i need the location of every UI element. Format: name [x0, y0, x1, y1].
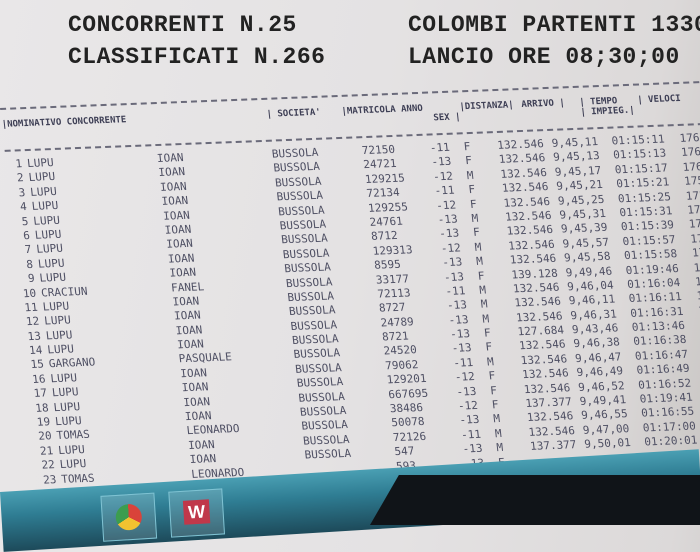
cell-n: 17	[33, 386, 48, 401]
cell-n: 16	[31, 372, 47, 386]
results-table: |NOMINATIVO CONCORRENTE | SOCIETA' |MATR…	[0, 78, 700, 488]
cell-vel: 1752.	[688, 216, 700, 231]
cell-vel: 1745.	[689, 231, 700, 246]
cell-n: 23	[42, 472, 58, 487]
cell-sex: M	[478, 283, 487, 297]
cell-n: 1	[14, 157, 23, 171]
cell-n: 10	[22, 286, 37, 300]
lancio-time: LANCIO ORE 08;30;00	[408, 44, 680, 70]
cell-n: 6	[22, 228, 31, 243]
cell-n: 12	[25, 314, 40, 329]
cell-n: 20	[37, 429, 53, 444]
cell-sex: F	[464, 154, 473, 168]
app-w-icon: W	[182, 499, 211, 525]
cell-n: 22	[40, 458, 56, 472]
cell-sex: M	[466, 168, 475, 182]
cell-n: 21	[39, 444, 54, 458]
cell-n: 13	[26, 329, 42, 343]
col-distanza: |DISTANZA|	[458, 100, 515, 113]
cell-sex: M	[470, 211, 479, 225]
cell-n: 2	[16, 171, 25, 185]
col-velocita: | VELOCI	[636, 93, 682, 106]
cell-sex: F	[467, 183, 476, 197]
cell-vel: 1743.	[692, 259, 700, 274]
cell-sex: F	[491, 398, 500, 412]
cell-n: 5	[21, 214, 30, 228]
classificati-count: CLASSIFICATI N.266	[68, 44, 326, 70]
cell-vel: 1744.	[691, 245, 700, 260]
cell-vel: 1762.	[678, 130, 700, 145]
cell-n: 11	[23, 300, 39, 315]
cell-n: 19	[36, 415, 51, 429]
cell-sex: M	[486, 355, 495, 369]
cell-n: 14	[28, 343, 44, 358]
cell-vel: 1760.	[682, 159, 700, 174]
cell-n: 4	[19, 200, 28, 214]
cell-sex: M	[473, 240, 483, 254]
cell-sex: M	[494, 426, 503, 441]
screen-bezel	[370, 475, 700, 525]
cell-sex: F	[463, 139, 472, 154]
colombi-partenti: COLOMBI PARTENTI 1330	[408, 12, 700, 38]
cell-vel: 1739.	[696, 288, 700, 303]
cell-n: 7	[24, 243, 33, 257]
cell-n: 9	[27, 271, 36, 286]
cell-n: 8	[25, 257, 34, 271]
cell-sex: F	[488, 369, 497, 383]
cell-sex: M	[480, 297, 489, 311]
cell-sex: M	[481, 312, 490, 326]
cell-vel: 1755.	[686, 202, 700, 217]
cell-n: 3	[17, 185, 26, 200]
cell-vel: 1742.	[694, 274, 700, 289]
cell-sex: F	[483, 326, 492, 340]
cell-sex: F	[477, 269, 486, 283]
cell-vel: 1762.	[680, 145, 700, 160]
cell-sex: M	[495, 441, 504, 455]
cell-sex: F	[489, 383, 498, 398]
cell-vel: 1757.	[685, 188, 700, 203]
col-tempo-impieg: | IMPIEG.|	[579, 105, 636, 118]
cell-sex: F	[484, 340, 493, 354]
cell-sex: F	[469, 197, 478, 211]
table-body: 1 LUPU IOAN BUSSOLA 72150 -11 F 132.546 9,45,11 0…	[5, 129, 700, 488]
cell-sex: M	[492, 412, 501, 426]
cell-n: 18	[34, 401, 50, 415]
cell-sex: F	[472, 226, 481, 240]
cell-n: 15	[29, 357, 45, 372]
app-w-button[interactable]: W	[168, 488, 226, 538]
col-arrivo: ARRIVO |	[520, 98, 566, 110]
concorrenti-count: CONCORRENTI N.25	[68, 12, 297, 38]
chrome-icon	[115, 503, 143, 531]
cell-sex: M	[475, 254, 484, 268]
chrome-button[interactable]	[100, 492, 158, 542]
cell-vel: 1759.	[683, 173, 700, 188]
col-societa: | SOCIETA'	[266, 107, 322, 120]
